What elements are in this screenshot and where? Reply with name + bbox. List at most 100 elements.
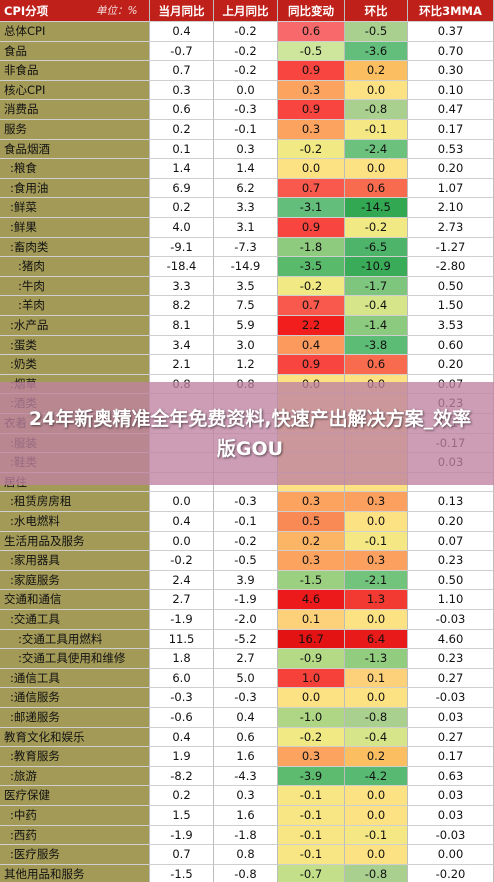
yoy-cell: 0.2 [150,786,214,806]
yoy-change-cell: 1.0 [278,668,345,689]
mom-3mma-cell: 0.60 [408,335,494,356]
yoy-cell: 2.7 [150,590,214,610]
prev-yoy-cell: -14.9 [214,257,278,277]
prev-yoy-cell: 2.7 [214,649,278,669]
table-row: :蛋类 3.4 3.0 0.4 -3.8 0.60 [0,335,494,356]
prev-yoy-cell: 6.2 [214,178,278,199]
mom-cell: -0.1 [345,120,408,140]
yoy-change-cell: -0.2 [278,276,345,297]
yoy-change-cell: -0.1 [278,845,345,865]
table-row: 总体CPI 0.4 -0.2 0.6 -0.5 0.37 [0,22,494,42]
category-cell: :交通工具使用和维修 [0,649,150,669]
table-row: :中药 1.5 1.6 -0.1 0.0 0.03 [0,806,494,826]
prev-yoy-cell: -4.3 [214,766,278,787]
yoy-change-cell: -0.1 [278,806,345,826]
mom-cell: 0.6 [345,178,408,199]
category-cell: :旅游 [0,766,150,787]
header-yoy: 当月同比 [150,0,214,22]
category-cell: :家庭服务 [0,570,150,591]
mom-cell: 0.0 [345,688,408,708]
mom-3mma-cell: 0.10 [408,80,494,101]
yoy-change-cell: 0.1 [278,610,345,630]
mom-cell: -1.4 [345,316,408,336]
yoy-change-cell: 0.9 [278,355,345,375]
mom-3mma-cell: 0.03 [408,806,494,826]
table-row: :通信服务 -0.3 -0.3 0.0 0.0 -0.03 [0,688,494,708]
yoy-cell: -1.9 [150,610,214,630]
yoy-cell: 0.4 [150,727,214,748]
mom-3mma-cell: 0.17 [408,747,494,767]
yoy-cell: 0.0 [150,531,214,552]
prev-yoy-cell: 5.9 [214,316,278,336]
prev-yoy-cell: -0.8 [214,864,278,882]
mom-cell: 0.2 [345,61,408,81]
table-row: 服务 0.2 -0.1 0.3 -0.1 0.17 [0,120,494,140]
yoy-change-cell: 0.3 [278,120,345,140]
yoy-change-cell: 2.2 [278,316,345,336]
yoy-change-cell: -0.2 [278,139,345,160]
table-row: 交通和通信 2.7 -1.9 4.6 1.3 1.10 [0,590,494,610]
header-category: CPI分项 单位：% [0,0,150,22]
category-cell: 交通和通信 [0,590,150,610]
prev-yoy-cell: 1.4 [214,159,278,179]
table-row: :鲜果 4.0 3.1 0.9 -0.2 2.73 [0,218,494,238]
category-cell: 消费品 [0,100,150,120]
mom-cell: 0.3 [345,551,408,571]
prev-yoy-cell: 1.6 [214,747,278,767]
prev-yoy-cell: 3.9 [214,570,278,591]
mom-cell: 0.1 [345,668,408,689]
mom-3mma-cell: 3.53 [408,316,494,336]
table-row: 生活用品及服务 0.0 -0.2 0.2 -0.1 0.07 [0,531,494,552]
prev-yoy-cell: 3.5 [214,276,278,297]
category-cell: :鲜果 [0,218,150,238]
mom-3mma-cell: 0.20 [408,512,494,532]
mom-cell: -0.2 [345,218,408,238]
yoy-change-cell: -0.7 [278,864,345,882]
yoy-change-cell: 0.5 [278,512,345,532]
mom-cell: 0.0 [345,845,408,865]
header-yoy-change: 同比变动 [278,0,345,22]
prev-yoy-cell: 0.0 [214,80,278,101]
table-row: :医疗服务 0.7 0.8 -0.1 0.0 0.00 [0,845,494,865]
mom-3mma-cell: -0.03 [408,688,494,708]
yoy-change-cell: 0.4 [278,335,345,356]
yoy-cell: 11.5 [150,629,214,650]
yoy-cell: 0.1 [150,139,214,160]
table-row: :水产品 8.1 5.9 2.2 -1.4 3.53 [0,316,494,336]
yoy-cell: 6.0 [150,668,214,689]
yoy-cell: -8.2 [150,766,214,787]
header-unit-label: 单位：% [96,5,138,17]
watermark-banner: 24年新奥精准全年免费资料,快速产出解决方案_效率版GOU [0,382,494,485]
category-cell: :交通工具用燃料 [0,629,150,650]
table-row: :通信工具 6.0 5.0 1.0 0.1 0.27 [0,668,494,689]
yoy-change-cell: -0.1 [278,825,345,846]
mom-cell: -10.9 [345,257,408,277]
table-row: :西药 -1.9 -1.8 -0.1 -0.1 -0.03 [0,825,494,846]
mom-3mma-cell: 0.20 [408,355,494,375]
prev-yoy-cell: 0.4 [214,708,278,728]
mom-cell: -0.4 [345,296,408,316]
category-cell: 其他用品和服务 [0,864,150,882]
yoy-cell: 3.3 [150,276,214,297]
mom-3mma-cell: 0.70 [408,41,494,62]
category-cell: :羊肉 [0,296,150,316]
category-cell: :交通工具 [0,610,150,630]
yoy-cell: -0.3 [150,688,214,708]
yoy-change-cell: -0.5 [278,41,345,62]
category-cell: 生活用品及服务 [0,531,150,552]
yoy-change-cell: 0.3 [278,80,345,101]
table-row: :鲜菜 0.2 3.3 -3.1 -14.5 2.10 [0,198,494,218]
category-cell: 食品烟酒 [0,139,150,160]
yoy-change-cell: 0.0 [278,159,345,179]
prev-yoy-cell: -0.3 [214,100,278,120]
mom-cell: -1.7 [345,276,408,297]
mom-3mma-cell: 0.07 [408,531,494,552]
mom-3mma-cell: 0.50 [408,570,494,591]
prev-yoy-cell: -7.3 [214,237,278,258]
table-row: 食品 -0.7 -0.2 -0.5 -3.6 0.70 [0,41,494,62]
table-row: 消费品 0.6 -0.3 0.9 -0.8 0.47 [0,100,494,120]
prev-yoy-cell: -0.1 [214,512,278,532]
yoy-change-cell: 0.6 [278,22,345,42]
mom-3mma-cell: 0.27 [408,727,494,748]
mom-cell: -2.4 [345,139,408,160]
